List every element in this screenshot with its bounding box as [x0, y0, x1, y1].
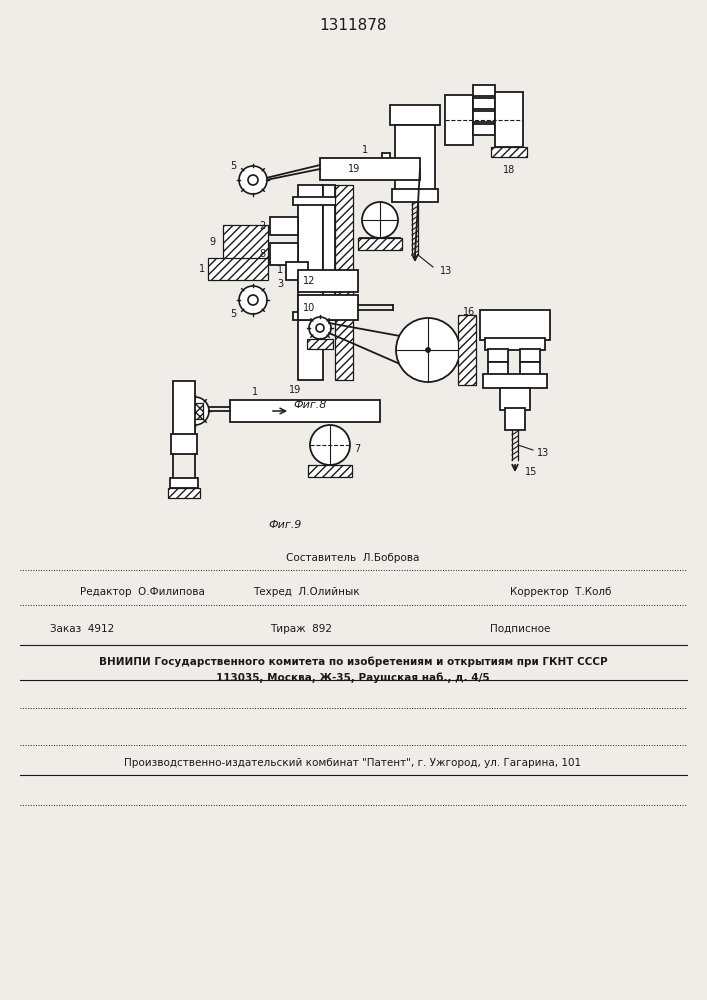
Text: Заказ  4912: Заказ 4912	[50, 624, 115, 634]
Text: Редактор  О.Филипова: Редактор О.Филипова	[80, 587, 205, 597]
Text: Производственно-издательский комбинат "Патент", г. Ужгород, ул. Гагарина, 101: Производственно-издательский комбинат "П…	[124, 758, 582, 768]
Text: Тираж  892: Тираж 892	[270, 624, 332, 634]
Text: Фиг.8: Фиг.8	[293, 400, 327, 410]
Text: 1311878: 1311878	[320, 17, 387, 32]
Text: 7: 7	[354, 444, 361, 454]
Text: 16: 16	[463, 307, 475, 317]
Bar	[445, 95, 473, 145]
Bar	[187, 403, 203, 419]
Bar	[323, 185, 335, 320]
Text: 10: 10	[303, 303, 315, 313]
Bar	[473, 85, 495, 96]
Text: ВНИИПИ Государственного комитета по изобретениям и открытиям при ГКНТ СССР: ВНИИПИ Государственного комитета по изоб…	[99, 657, 607, 667]
Text: Подписное: Подписное	[490, 624, 550, 634]
Bar	[382, 153, 390, 165]
Circle shape	[239, 286, 267, 314]
Text: Корректор  Т.Колб: Корректор Т.Колб	[510, 587, 612, 597]
Bar	[485, 338, 545, 350]
Text: 1: 1	[252, 387, 258, 397]
Text: 13: 13	[537, 448, 549, 458]
Text: 8: 8	[260, 249, 266, 259]
Text: Фиг.9: Фиг.9	[269, 520, 302, 530]
Circle shape	[181, 397, 209, 425]
Circle shape	[248, 175, 258, 185]
Bar	[483, 374, 547, 388]
Bar	[270, 243, 298, 265]
Text: 12: 12	[303, 276, 315, 286]
Circle shape	[310, 425, 350, 465]
Bar	[335, 185, 353, 380]
Text: 1: 1	[199, 264, 205, 274]
Bar	[491, 147, 527, 157]
Text: 15: 15	[525, 467, 537, 477]
Bar	[495, 92, 523, 147]
Text: 18: 18	[503, 165, 515, 175]
Text: 19: 19	[348, 164, 361, 174]
Bar	[171, 434, 197, 454]
Bar	[473, 111, 495, 122]
Bar	[520, 362, 540, 375]
Bar	[286, 262, 308, 280]
Text: 19: 19	[289, 385, 301, 395]
Circle shape	[248, 295, 258, 305]
Bar	[208, 258, 268, 280]
Bar	[505, 408, 525, 430]
Text: 113035, Москва, Ж-35, Раушская наб., д. 4/5: 113035, Москва, Ж-35, Раушская наб., д. …	[216, 673, 490, 683]
Bar	[307, 339, 333, 349]
Circle shape	[190, 406, 200, 416]
Bar	[223, 225, 268, 260]
Circle shape	[396, 318, 460, 382]
Bar	[520, 349, 540, 362]
Circle shape	[309, 317, 331, 339]
Text: 1: 1	[362, 145, 368, 155]
Text: Техред  Л.Олийнык: Техред Л.Олийнык	[253, 587, 360, 597]
Circle shape	[362, 202, 398, 238]
Bar	[298, 185, 323, 380]
Bar	[395, 125, 435, 190]
Text: 9: 9	[210, 237, 216, 247]
Bar	[458, 315, 476, 385]
Bar	[293, 197, 343, 205]
Bar	[390, 105, 440, 125]
Bar	[358, 238, 402, 250]
Bar	[293, 312, 343, 320]
Text: 2: 2	[259, 221, 266, 231]
Text: Составитель  Л.Боброва: Составитель Л.Боброва	[286, 553, 420, 563]
Circle shape	[316, 324, 324, 332]
Text: 5: 5	[230, 309, 236, 319]
Bar	[308, 465, 352, 477]
Text: 13: 13	[440, 266, 452, 276]
Bar	[473, 124, 495, 135]
Circle shape	[239, 166, 267, 194]
Bar	[488, 349, 508, 362]
Bar	[173, 381, 195, 436]
Bar	[270, 217, 298, 235]
Bar	[230, 400, 380, 422]
Bar	[488, 362, 508, 375]
Bar	[480, 310, 550, 340]
Bar	[298, 270, 358, 292]
Bar	[168, 488, 200, 498]
Bar	[170, 478, 198, 488]
Text: 1: 1	[277, 265, 283, 275]
Text: 5: 5	[230, 161, 236, 171]
Bar	[473, 98, 495, 109]
Circle shape	[426, 348, 430, 352]
Text: 3: 3	[277, 279, 283, 289]
Bar	[392, 189, 438, 202]
Bar	[500, 388, 530, 410]
Bar	[298, 295, 358, 320]
Bar	[320, 158, 420, 180]
